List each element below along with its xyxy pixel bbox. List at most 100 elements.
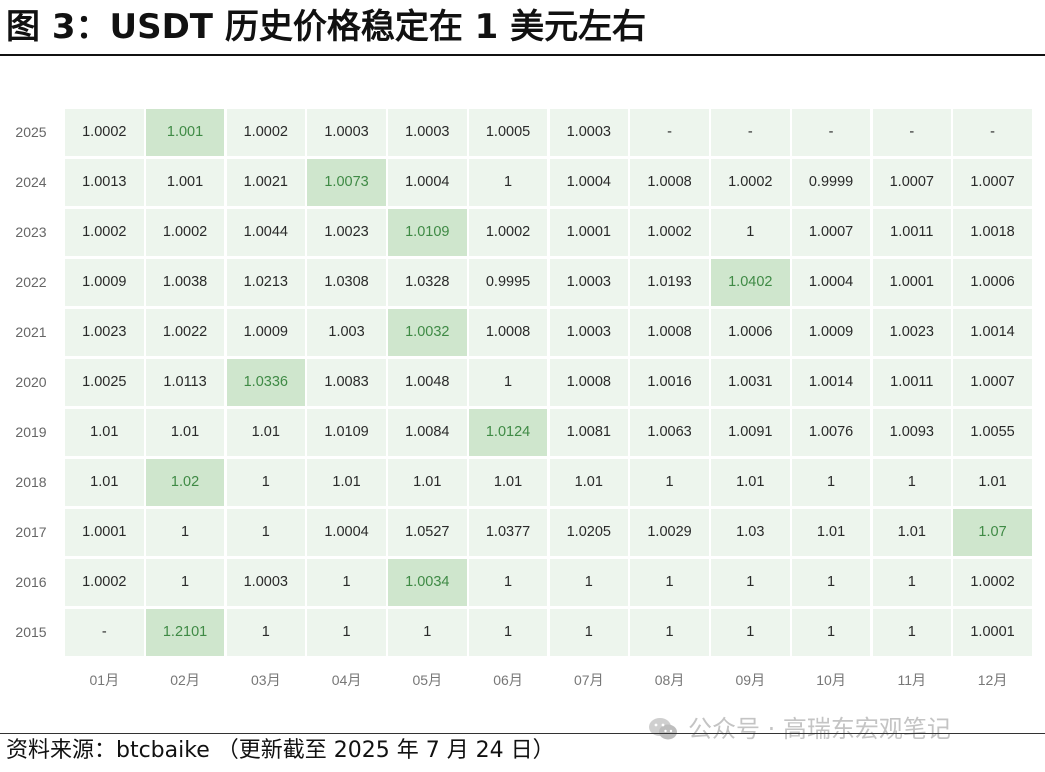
heatmap-cell: 1.0002 [65,209,144,256]
heatmap-cell: 1.0113 [145,359,225,406]
heatmap-row: 2020 1.0025 1.0113 1.0336 1.0083 1.0048 1 1.000… [0,358,1045,407]
watermark: 公众号 · 高瑞东宏观笔记 [648,712,951,746]
heatmap-row: 2025 1.0002 1.001 1.0002 1.0003 1.0003 1.0005 1… [0,108,1045,157]
heatmap-cell: 1.0001 [65,509,144,556]
heatmap-cell: 1.0002 [468,209,548,256]
year-label: 2019 [15,424,47,440]
heatmap-cell: 1.01 [549,459,629,506]
heatmap-cell: 1 [872,559,952,606]
month-label: 03月 [251,672,281,688]
heatmap-cell: 1 [307,559,386,606]
heatmap-cell: 1.0003 [307,109,386,156]
year-label: 2015 [15,624,47,640]
heatmap-row: 2015-1.2101 1 1 1 1 1 1 1 1 1 1.0001 [0,608,1045,657]
heatmap-row: 2024 1.0013 1.001 1.0021 1.0073 1.0004 1 1.0004… [0,158,1045,207]
heatmap-cell: 1.0008 [549,359,629,406]
heatmap-cell: 1 [630,459,709,506]
year-label: 2016 [15,574,47,590]
heatmap-cell: 1.0004 [307,509,386,556]
heatmap-cell-max: 1.0034 [388,559,467,606]
heatmap-row: 2021 1.0023 1.0022 1.0009 1.003 1.0032 1.0008 1… [0,308,1045,357]
source-note: 资料来源：btcbaike （更新截至 2025 年 7 月 24 日） [6,738,555,763]
heatmap-cell-max: 1.2101 [145,609,225,656]
heatmap-cell: 1.001 [145,159,225,206]
heatmap-cell: 1 [791,559,871,606]
heatmap-row: 2016 1.0002 1 1.0003 1 1.0034 1 1 1 1 1 1 1.0002 [0,558,1045,607]
heatmap-cell: - [65,609,144,656]
heatmap-cell: 1.0008 [468,309,548,356]
month-label: 10月 [816,672,846,688]
heatmap-cell: 1.01 [145,409,225,456]
heatmap-cell: 1.0002 [145,209,225,256]
heatmap-cell-max: 1.0402 [711,259,790,306]
heatmap-cell: 1.0006 [711,309,790,356]
heatmap-cell: 1.0008 [630,159,709,206]
heatmap-cell: 1.0021 [226,159,306,206]
heatmap-cell: 1 [226,609,306,656]
heatmap-cell: 1.0007 [953,359,1032,406]
heatmap-cell: 1 [791,459,871,506]
heatmap-cell: 1.0029 [630,509,709,556]
heatmap-cell: 1.01 [468,459,548,506]
month-label: 08月 [654,672,685,688]
heatmap-cell: 1.0023 [65,309,144,356]
heatmap-cell: 1.0031 [711,359,790,406]
heatmap-cell: 1.0025 [65,359,144,406]
title-divider [0,54,1045,56]
heatmap-cell: 1.0003 [549,309,629,356]
month-label: 07月 [574,672,604,688]
heatmap-cell: 1.0002 [226,109,306,156]
heatmap-cell: 1.0002 [711,159,790,206]
heatmap-cell: - [711,109,790,156]
heatmap-row: 2019 1.01 1.01 1.01 1.0109 1.0084 1.0124 1.0081… [0,408,1045,457]
heatmap-cell: 1 [145,509,225,556]
month-label: 09月 [735,672,766,688]
heatmap-cell: 1.01 [388,459,467,506]
heatmap-cell: 1.0004 [549,159,629,206]
heatmap-cell: 1.0003 [549,259,629,306]
heatmap-cell: 1.0004 [791,259,871,306]
heatmap-cell: 1.03 [711,509,790,556]
heatmap-row: 2023 1.0002 1.0002 1.0044 1.0023 1.0109 1.0002… [0,208,1045,257]
heatmap-cell: 1 [630,559,709,606]
heatmap-cell-max: 1.0032 [388,309,467,356]
heatmap-cell: 1 [711,609,790,656]
year-label: 2024 [15,174,47,190]
heatmap-cell: 1 [549,609,629,656]
heatmap-cell: 1 [791,609,871,656]
heatmap-cell-max: 1.07 [953,509,1032,556]
heatmap-cell: 1.0009 [65,259,144,306]
heatmap-cell: 1.0002 [953,559,1032,606]
heatmap-cell: - [953,109,1032,156]
heatmap-cell: 1 [145,559,225,606]
year-label: 2023 [15,224,47,240]
heatmap-cell: 1.003 [307,309,386,356]
heatmap-cell: 1.0014 [953,309,1032,356]
heatmap-cell: 1 [468,159,548,206]
year-label: 2020 [15,374,47,390]
heatmap-cell: 1.0005 [468,109,548,156]
heatmap-cell: 1.0084 [388,409,467,456]
heatmap-cell: 1.0044 [226,209,306,256]
heatmap-cell: 1.0009 [226,309,306,356]
heatmap-cell: 1.0013 [65,159,144,206]
heatmap-cell: 1.0009 [791,309,871,356]
year-label: 2018 [15,474,47,490]
heatmap-cell: 1.0007 [791,209,871,256]
heatmap-cell: 1 [630,609,709,656]
heatmap-cell: 1.0008 [630,309,709,356]
heatmap-cell: 0.9999 [791,159,871,206]
heatmap-cell: 1.0002 [65,109,144,156]
heatmap-cell: 1 [468,559,548,606]
heatmap-cell: 1.0007 [872,159,952,206]
heatmap-cell: 1.0038 [145,259,225,306]
heatmap-cell-max: 1.001 [145,109,225,156]
heatmap-cell: 1 [226,459,306,506]
heatmap-cell: 1.0023 [307,209,386,256]
heatmap-cell: 1.0006 [953,259,1032,306]
heatmap-cell: 1.0328 [388,259,467,306]
heatmap-cell: 1 [468,359,548,406]
month-label: 05月 [412,672,443,688]
heatmap-row: 2017 1.0001 1 1 1.0004 1.0527 1.0377 1.0205 1.00… [0,508,1045,557]
heatmap-cell: 1.0308 [307,259,386,306]
